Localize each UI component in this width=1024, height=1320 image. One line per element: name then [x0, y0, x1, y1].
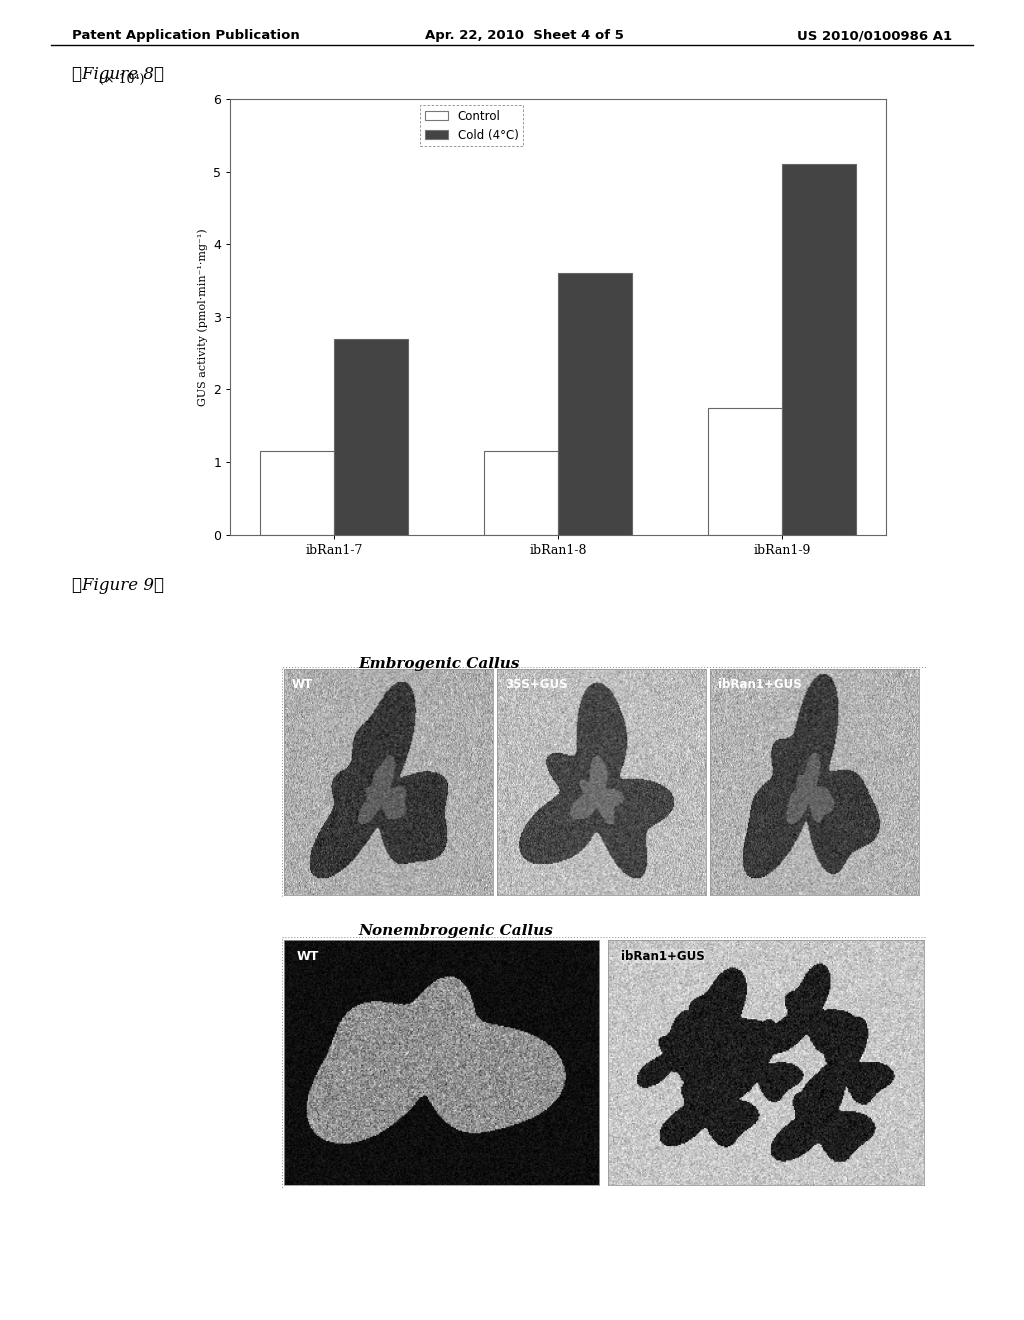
Text: Patent Application Publication: Patent Application Publication: [72, 29, 299, 42]
Text: WT: WT: [292, 678, 313, 692]
Bar: [334, 339, 408, 535]
Legend: Control, Cold (4°C): Control, Cold (4°C): [420, 104, 523, 147]
Text: 【Figure 8】: 【Figure 8】: [72, 66, 164, 83]
Text: 35S+GUS: 35S+GUS: [505, 678, 567, 692]
Text: ibRan1+GUS: ibRan1+GUS: [718, 678, 802, 692]
Bar: [260, 451, 334, 535]
Bar: [709, 408, 782, 535]
Bar: [782, 165, 856, 535]
Text: 【Figure 9】: 【Figure 9】: [72, 577, 164, 594]
Bar: [558, 273, 632, 535]
Y-axis label: GUS activity (pmol·min⁻¹·mg⁻¹): GUS activity (pmol·min⁻¹·mg⁻¹): [198, 228, 208, 405]
Text: US 2010/0100986 A1: US 2010/0100986 A1: [798, 29, 952, 42]
Bar: [484, 451, 558, 535]
Text: Embrogenic Callus: Embrogenic Callus: [358, 657, 520, 672]
Text: Apr. 22, 2010  Sheet 4 of 5: Apr. 22, 2010 Sheet 4 of 5: [425, 29, 624, 42]
Text: Nonembrogenic Callus: Nonembrogenic Callus: [358, 924, 553, 939]
Text: WT: WT: [296, 949, 318, 962]
Text: ibRan1+GUS: ibRan1+GUS: [621, 949, 705, 962]
Text: (× 10⁴): (× 10⁴): [99, 73, 144, 86]
